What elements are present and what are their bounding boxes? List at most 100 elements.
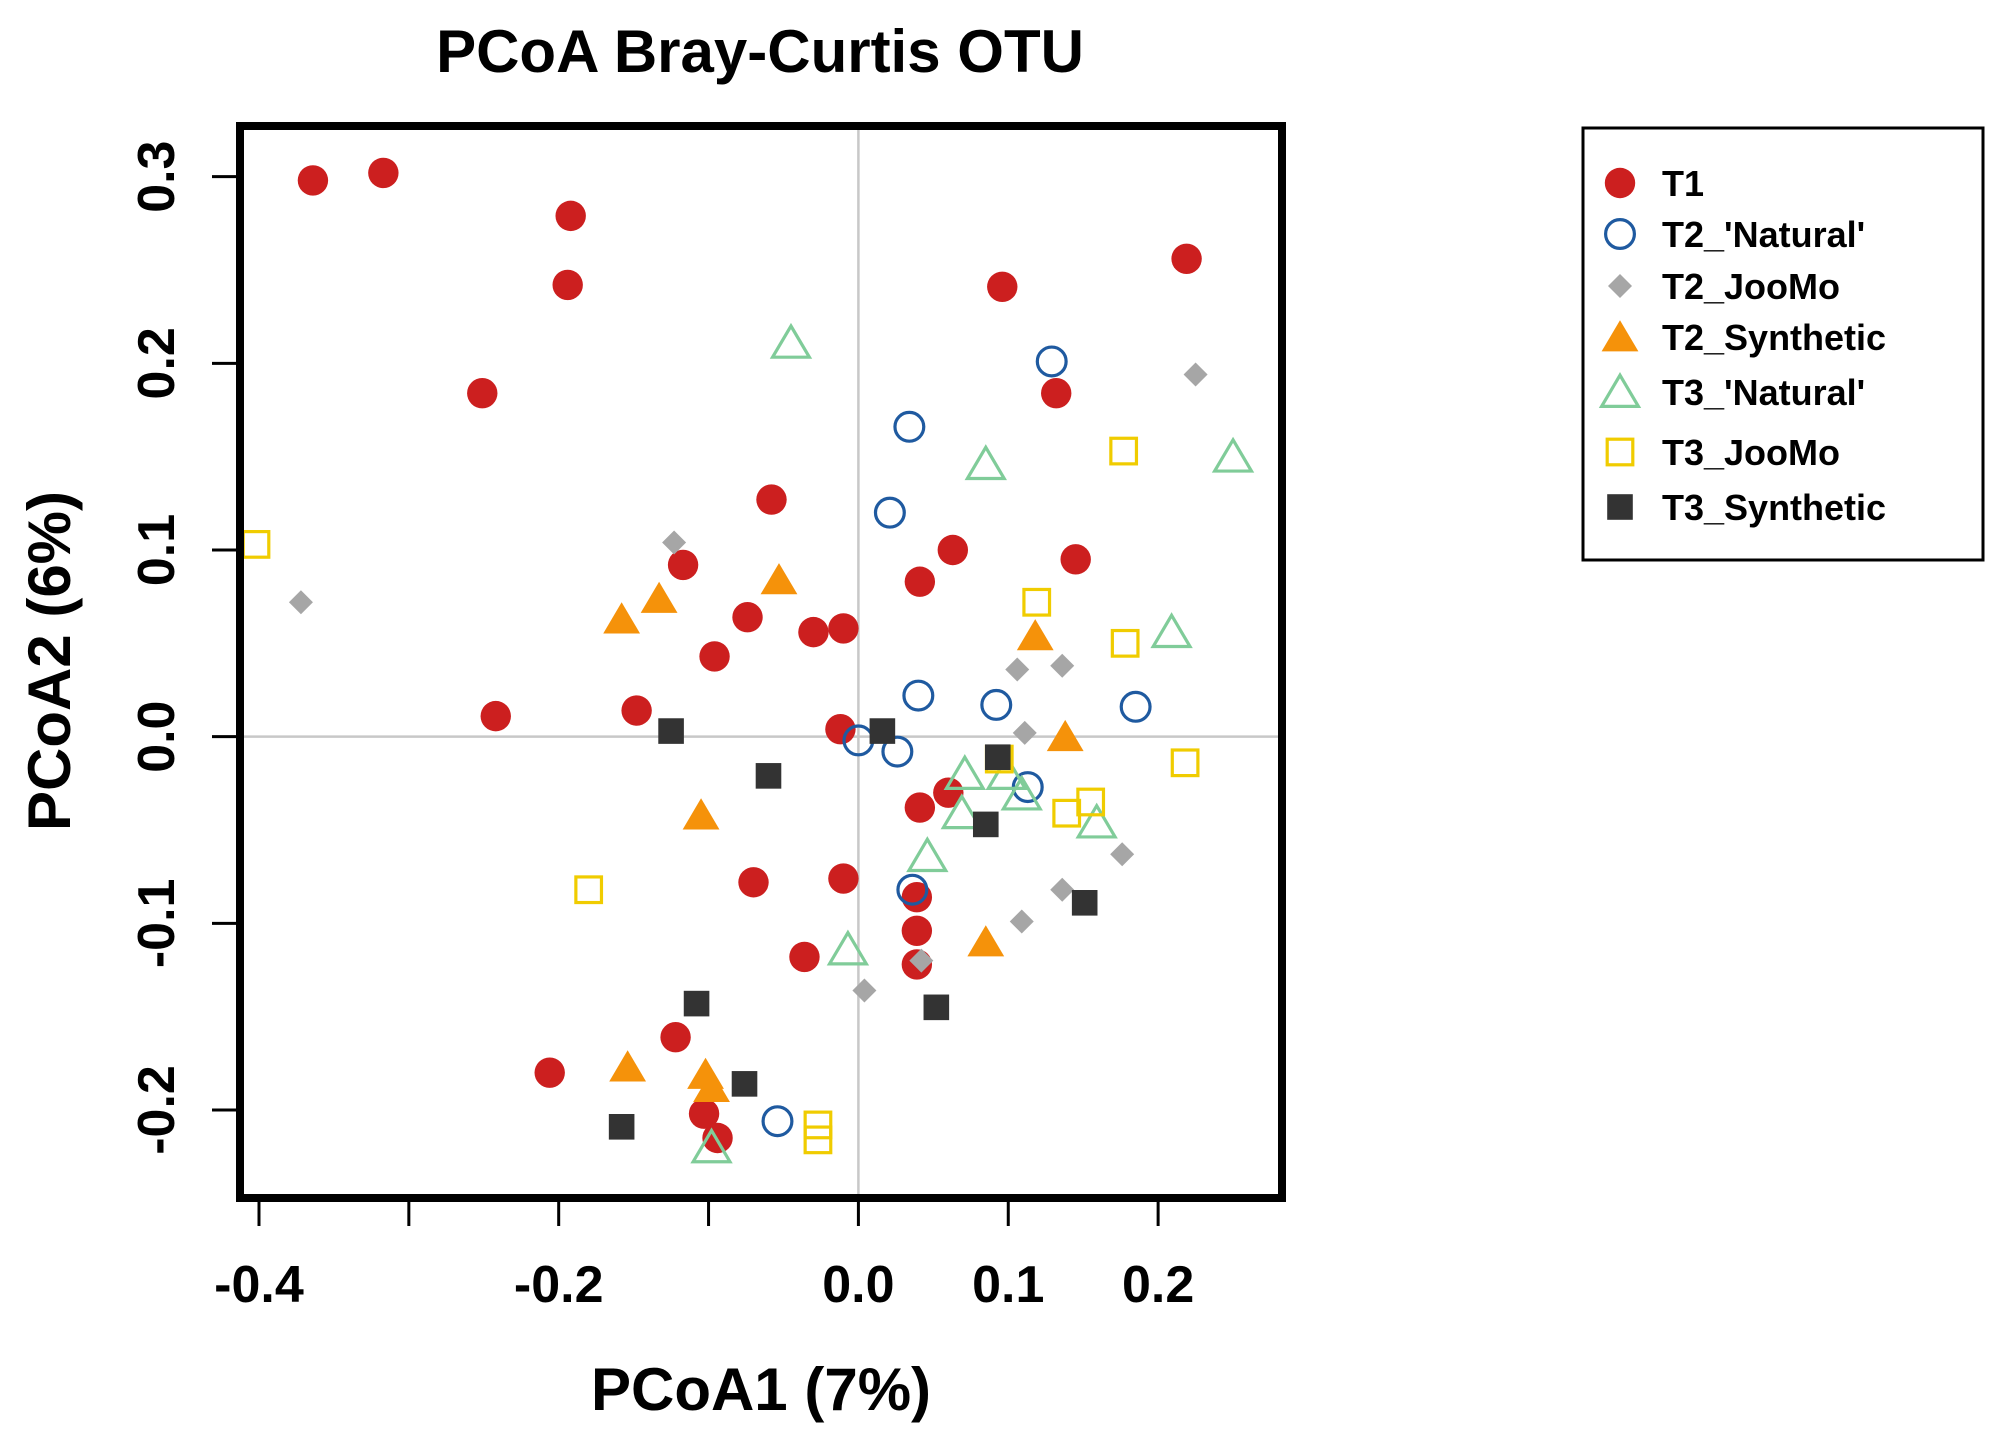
- legend-marker: [1605, 437, 1635, 467]
- data-point: [828, 863, 859, 894]
- legend-label: T2_Synthetic: [1662, 317, 1886, 358]
- data-point: [552, 269, 583, 301]
- data-point: [756, 484, 787, 515]
- y-tick-label: 0.2: [128, 327, 186, 399]
- data-point: [769, 322, 813, 359]
- data-point: [555, 200, 586, 232]
- data-point: [1183, 362, 1208, 387]
- legend: T1 T2_'Natural' T2_JooMo T2_Synthetic T3_'Na…: [1581, 126, 1985, 562]
- data-point: [699, 641, 730, 672]
- x-tick-label: -0.4: [214, 1256, 304, 1314]
- plot-frame: [236, 122, 1286, 1202]
- data-point: [662, 530, 687, 555]
- data-point: [660, 1021, 691, 1053]
- data-point: [873, 496, 906, 529]
- data-point: [368, 157, 399, 189]
- data-point: [1171, 243, 1202, 274]
- x-axis: -0.4 -0.2 0.0 0.1 0.2: [214, 1198, 1194, 1314]
- data-point: [738, 867, 769, 898]
- data-point: [937, 534, 969, 566]
- data-point: [904, 792, 936, 823]
- data-point: [1005, 657, 1030, 682]
- data-point: [1046, 719, 1084, 752]
- data-point: [1211, 436, 1255, 473]
- data-point: [798, 616, 829, 648]
- data-point: [467, 378, 498, 409]
- data-point: [906, 836, 949, 873]
- data-point: [1076, 787, 1106, 817]
- legend-marker: [1607, 494, 1633, 520]
- data-point: [828, 613, 859, 644]
- data-point: [1050, 653, 1075, 678]
- series-1: [761, 345, 1152, 1138]
- legend-box: [1581, 126, 1985, 562]
- data-point: [1110, 628, 1140, 658]
- data-point: [1022, 587, 1052, 617]
- legend-label: T3_Synthetic: [1662, 487, 1886, 528]
- data-point: [980, 688, 1013, 721]
- series-2: [288, 362, 1208, 1003]
- y-tick-label: 0.0: [128, 701, 186, 773]
- data-point: [904, 566, 936, 597]
- x-tick-label: 0.2: [1122, 1256, 1194, 1314]
- data-point: [297, 165, 329, 196]
- data-point: [1109, 436, 1139, 466]
- data-point: [1009, 909, 1034, 934]
- data-point: [909, 948, 934, 973]
- data-point: [603, 602, 641, 634]
- data-point: [923, 994, 950, 1021]
- data-point: [574, 875, 604, 905]
- legend-marker: [1601, 320, 1639, 352]
- data-point: [732, 602, 763, 633]
- data-point: [693, 1070, 730, 1102]
- data-point: [621, 695, 652, 726]
- data-point: [755, 763, 782, 789]
- series-6: [608, 718, 1098, 1140]
- data-point: [987, 271, 1018, 302]
- y-axis: -0.2 -0.1 0.0 0.1 0.2 0.3: [128, 141, 240, 1155]
- data-point: [825, 714, 856, 745]
- data-point: [826, 929, 870, 966]
- data-point: [893, 410, 926, 443]
- data-point: [1035, 345, 1068, 378]
- data-point: [1110, 842, 1135, 867]
- data-point: [881, 735, 914, 768]
- legend-label: T3_'Natural': [1662, 372, 1865, 413]
- y-tick-label: -0.2: [128, 1065, 186, 1155]
- data-points: [241, 157, 1255, 1164]
- data-point: [803, 1110, 833, 1140]
- x-tick-label: -0.2: [514, 1256, 604, 1314]
- data-point: [902, 679, 935, 712]
- data-point: [943, 754, 987, 791]
- data-point: [1000, 774, 1043, 811]
- y-tick-label: 0.1: [128, 514, 186, 586]
- data-point: [640, 581, 678, 613]
- legend-marker: [1604, 167, 1636, 199]
- data-point: [964, 444, 1007, 481]
- series-0: [297, 157, 1202, 1154]
- data-point: [288, 590, 313, 615]
- data-point: [1041, 378, 1072, 409]
- data-point: [1071, 890, 1098, 916]
- legend-marker: [1608, 274, 1632, 298]
- data-point: [688, 1098, 720, 1129]
- y-tick-label: 0.3: [128, 141, 186, 213]
- legend-label: T1: [1662, 163, 1704, 204]
- data-point: [869, 718, 896, 744]
- data-point: [1150, 612, 1193, 649]
- data-point: [1050, 877, 1075, 902]
- y-axis-title: PCoA2 (6%): [16, 491, 83, 831]
- legend-marker: [1603, 218, 1636, 251]
- reference-lines: [244, 130, 1278, 1194]
- data-point: [1119, 690, 1152, 723]
- y-tick-label: -0.1: [128, 879, 186, 969]
- data-point: [480, 700, 511, 732]
- data-point: [940, 793, 984, 830]
- x-axis-title: PCoA1 (7%): [591, 1356, 931, 1423]
- data-point: [731, 1071, 758, 1097]
- data-point: [760, 563, 798, 595]
- series-5: [241, 436, 1200, 1155]
- data-point: [967, 925, 1005, 957]
- data-point: [683, 990, 710, 1017]
